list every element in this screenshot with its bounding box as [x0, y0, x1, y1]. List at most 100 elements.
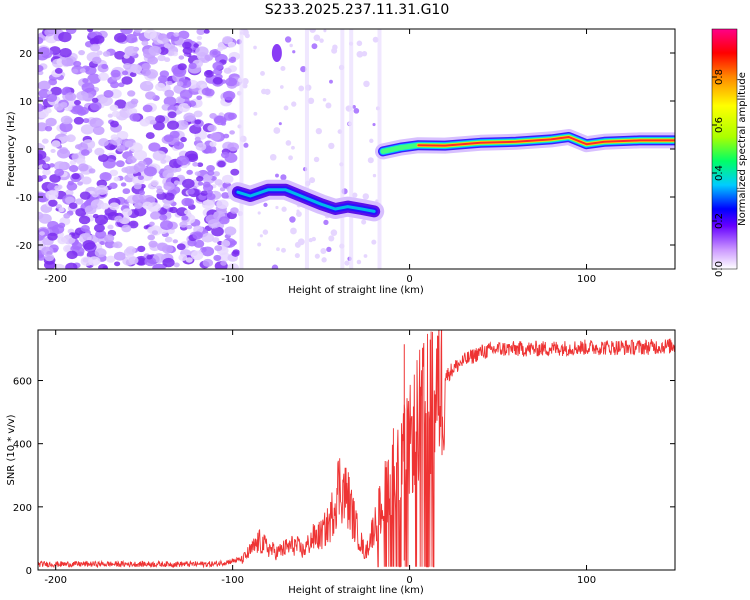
noise-blob [314, 253, 320, 259]
noise-blob [164, 192, 175, 201]
noise-blob [185, 257, 193, 263]
noise-blob [121, 208, 133, 217]
noise-blob [89, 43, 101, 52]
noise-blob [142, 104, 153, 113]
noise-blob [194, 119, 202, 125]
noise-blob [124, 45, 138, 57]
noise-blob [372, 122, 376, 127]
noise-blob [57, 236, 68, 245]
noise-blob [210, 132, 222, 141]
noise-blob [93, 223, 105, 233]
noise-blob [88, 168, 96, 174]
noise-blob [173, 141, 185, 150]
noise-blob [41, 174, 47, 180]
noise-blob [58, 222, 66, 229]
noise-blob [159, 214, 168, 221]
noise-blob [103, 90, 114, 98]
noise-blob [104, 240, 116, 249]
noise-blob [82, 240, 96, 251]
noise-blob [133, 183, 142, 190]
noise-blob [280, 65, 286, 71]
noise-blob [109, 202, 120, 211]
noise-blob [133, 162, 146, 173]
noise-blob [81, 82, 95, 93]
noise-blob [323, 29, 327, 33]
noise-blob [166, 120, 180, 130]
noise-blob [271, 44, 282, 62]
noise-blob [109, 89, 122, 99]
noise-blob [321, 257, 327, 263]
noise-blob [59, 48, 72, 58]
noise-blob [262, 229, 269, 235]
noise-blob [259, 234, 263, 238]
noise-blob [63, 213, 71, 219]
colorbar-frame [711, 28, 738, 270]
noise-blob [206, 165, 215, 172]
noise-blob [99, 95, 113, 106]
noise-blob [116, 144, 126, 152]
noise-blob [213, 254, 222, 261]
noise-blob [279, 85, 284, 89]
noise-blob [160, 159, 167, 164]
noise-blob [217, 160, 226, 168]
noise-blob [214, 179, 223, 186]
noise-blob [138, 190, 146, 196]
noise-blob [110, 81, 120, 89]
noise-blob [193, 225, 204, 234]
noise-blob [169, 206, 178, 214]
noise-blob [196, 175, 204, 182]
noise-blob [50, 86, 62, 96]
noise-blob [182, 46, 193, 55]
noise-blob [197, 181, 204, 186]
snr-panel: -200 -100 0 100 0 200 400 600 Height of straigh… [6, 329, 676, 596]
noise-blob [79, 191, 91, 200]
noise-blob [80, 124, 95, 135]
noise-blob [78, 163, 89, 172]
noise-blob [101, 63, 109, 70]
noise-blob [100, 202, 110, 210]
noise-blob [196, 35, 203, 41]
noise-blob [222, 90, 236, 101]
noise-blob [230, 168, 240, 176]
noise-blob [51, 140, 61, 148]
noise-blob [219, 187, 226, 192]
noise-blob [49, 163, 55, 168]
noise-blob [48, 199, 58, 207]
noise-blob [163, 181, 175, 191]
noise-blob [289, 43, 293, 48]
noise-blob [195, 46, 209, 57]
noise-blob [220, 260, 227, 266]
spectrogram-content [38, 29, 675, 269]
noise-blob [179, 221, 188, 228]
noise-blob [94, 248, 107, 258]
noise-blob [352, 192, 358, 198]
noise-blob [98, 153, 109, 163]
noise-blob [91, 192, 99, 198]
noise-blob [163, 96, 177, 107]
noise-blob [179, 89, 193, 100]
noise-blob [77, 142, 89, 152]
noise-blob [56, 148, 71, 159]
noise-blob [257, 211, 261, 215]
noise-blob [369, 138, 374, 143]
noise-blob [146, 80, 152, 86]
noise-blob [212, 50, 218, 56]
noise-blob [74, 99, 81, 106]
noise-blob [173, 262, 180, 268]
noise-blob [160, 220, 174, 231]
noise-blob [214, 245, 223, 252]
noise-blob [207, 170, 215, 176]
noise-blob [221, 239, 231, 247]
colorbar-gradient [712, 29, 737, 269]
noise-blob [54, 168, 65, 177]
noise-blob [188, 62, 197, 70]
noise-blob [111, 110, 120, 118]
spectrogram-ytick-label: 10 [19, 97, 32, 108]
noise-blob [205, 145, 217, 154]
noise-blob [193, 110, 203, 118]
noise-blob [91, 56, 102, 65]
snr-ylabel: SNR (10 * v/v) [6, 414, 17, 485]
colorbar-tick-label: 0.8 [714, 69, 725, 85]
noise-blob [109, 182, 118, 190]
noise-blob [145, 91, 156, 100]
